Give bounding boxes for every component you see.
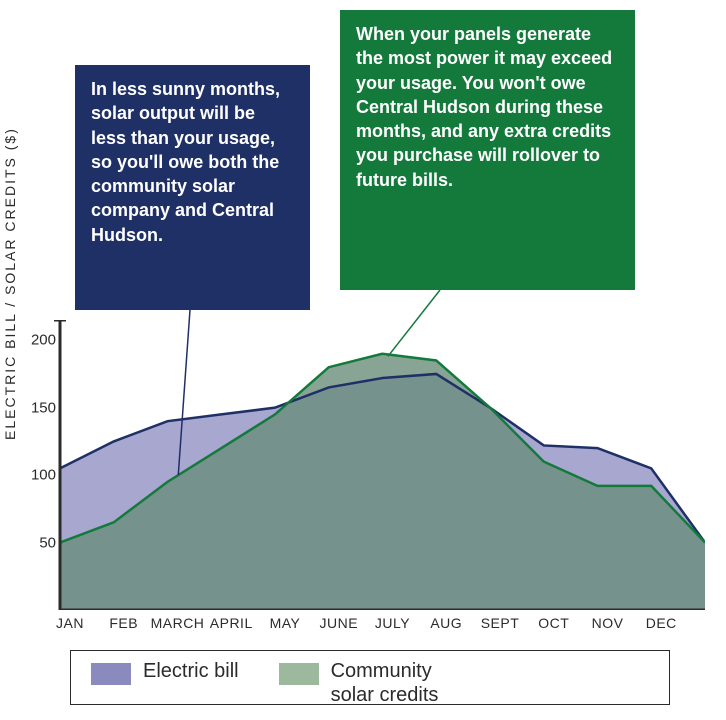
legend-label-solar-credits: Communitysolar credits bbox=[331, 659, 439, 707]
x-tick-label: MARCH bbox=[151, 615, 205, 631]
y-tick-label: 50 bbox=[28, 534, 56, 551]
y-tick-label: 150 bbox=[28, 399, 56, 416]
x-tick-label: JULY bbox=[375, 615, 410, 631]
x-tick-label: NOV bbox=[592, 615, 624, 631]
callout-high-sun-text: When your panels generate the most power… bbox=[356, 24, 612, 190]
callout-high-sun: When your panels generate the most power… bbox=[340, 10, 635, 290]
callout-low-sun-text: In less sunny months, solar output will … bbox=[91, 79, 280, 245]
x-tick-label: AUG bbox=[430, 615, 462, 631]
x-tick-label: DEC bbox=[646, 615, 677, 631]
x-tick-label: OCT bbox=[538, 615, 569, 631]
legend-swatch-electric-bill bbox=[91, 663, 131, 685]
plot-area bbox=[50, 320, 705, 610]
x-tick-label: MAY bbox=[270, 615, 301, 631]
legend-item-electric-bill: Electric bill bbox=[91, 659, 239, 685]
x-tick-label: APRIL bbox=[210, 615, 253, 631]
legend-swatch-solar-credits bbox=[279, 663, 319, 685]
x-tick-label: FEB bbox=[109, 615, 138, 631]
y-axis-ticks: 50 100 150 200 bbox=[28, 320, 56, 610]
y-tick-label: 100 bbox=[28, 467, 56, 484]
legend: Electric bill Communitysolar credits bbox=[70, 650, 670, 705]
y-tick-label: 200 bbox=[28, 332, 56, 349]
x-tick-label: SEPT bbox=[481, 615, 520, 631]
callout-low-sun: In less sunny months, solar output will … bbox=[75, 65, 310, 310]
legend-label-electric-bill: Electric bill bbox=[143, 659, 239, 683]
y-axis-label: ELECTRIC BILL / SOLAR CREDITS ($) bbox=[2, 127, 18, 440]
x-tick-label: JUNE bbox=[319, 615, 358, 631]
solar-credits-chart: ELECTRIC BILL / SOLAR CREDITS ($) In les… bbox=[10, 10, 716, 710]
x-tick-label: JAN bbox=[56, 615, 84, 631]
legend-item-solar-credits: Communitysolar credits bbox=[279, 659, 439, 707]
